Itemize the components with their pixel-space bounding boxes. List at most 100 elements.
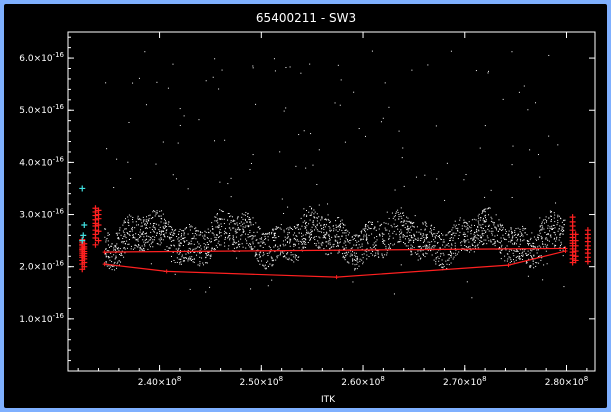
scatter-point: [486, 235, 488, 237]
scatter-point: [557, 219, 559, 221]
scatter-point: [261, 237, 263, 239]
scatter-point: [513, 243, 515, 245]
scatter-point: [473, 241, 475, 243]
scatter-point: [179, 263, 181, 265]
scatter-point: [422, 223, 424, 225]
scatter-point: [183, 260, 185, 262]
scatter-point: [321, 241, 323, 243]
scatter-point: [191, 259, 193, 261]
scatter-point: [137, 215, 139, 217]
scatter-point: [277, 255, 279, 257]
scatter-point: [392, 232, 394, 234]
scatter-point: [251, 235, 253, 237]
scatter-point: [253, 231, 255, 233]
scatter-point: [316, 217, 318, 219]
scatter-point: [509, 249, 511, 251]
scatter-point: [365, 239, 367, 241]
scatter-point: [423, 234, 425, 236]
scatter-point: [167, 87, 169, 89]
scatter-point: [310, 133, 312, 135]
scatter-point: [245, 225, 247, 227]
x-tick-label: 2.40×108: [138, 375, 182, 388]
scatter-point: [454, 226, 456, 228]
scatter-point: [172, 63, 174, 65]
scatter-point: [214, 220, 216, 222]
scatter-point: [259, 255, 261, 257]
scatter-point: [463, 179, 465, 181]
scatter-point: [124, 247, 126, 249]
scatter-point: [144, 224, 146, 226]
scatter-point: [141, 225, 143, 227]
scatter-point: [327, 254, 329, 256]
scatter-point: [117, 237, 119, 239]
scatter-point: [184, 240, 186, 242]
scatter-point: [223, 223, 225, 225]
scatter-point: [505, 249, 507, 251]
scatter-point: [153, 239, 155, 241]
scatter-point: [561, 226, 563, 228]
scatter-point: [204, 235, 206, 237]
scatter-point: [259, 228, 261, 230]
scatter-point: [173, 231, 175, 233]
scatter-point: [531, 232, 533, 234]
scatter-point: [312, 223, 314, 225]
scatter-point: [116, 232, 118, 234]
scatter-point: [198, 119, 200, 121]
scatter-point: [191, 238, 193, 240]
scatter-point: [450, 262, 452, 264]
scatter-point: [525, 262, 527, 264]
scatter-point: [260, 241, 262, 243]
scatter-point: [306, 232, 308, 234]
scatter-point: [215, 216, 217, 218]
scatter-point: [216, 220, 218, 222]
scatter-point: [309, 219, 311, 221]
scatter-point: [520, 234, 522, 236]
scatter-point: [338, 226, 340, 228]
scatter-point: [392, 217, 394, 219]
scatter-point: [157, 243, 159, 245]
scatter-point: [124, 235, 126, 237]
scatter-point: [337, 242, 339, 244]
scatter-point: [140, 225, 142, 227]
scatter-point: [303, 130, 305, 132]
scatter-point: [516, 249, 518, 251]
scatter-point: [475, 230, 477, 232]
scatter-point: [481, 233, 483, 235]
scatter-point: [515, 259, 517, 261]
scatter-point: [206, 253, 208, 255]
scatter-point: [511, 243, 513, 245]
scatter-point: [179, 251, 181, 253]
scatter-point: [531, 245, 533, 247]
scatter-point: [422, 253, 424, 255]
scatter-point: [288, 229, 290, 231]
scatter-point: [500, 240, 502, 242]
scatter-point: [474, 232, 476, 234]
scatter-point: [427, 64, 429, 66]
scatter-point: [313, 216, 315, 218]
scatter-point: [186, 240, 188, 242]
scatter-point: [286, 237, 288, 239]
scatter-point: [372, 254, 374, 256]
scatter-point: [387, 247, 389, 249]
scatter-point: [247, 216, 249, 218]
scatter-point: [457, 227, 459, 229]
scatter-point: [447, 242, 449, 244]
scatter-point: [210, 255, 212, 257]
scatter-point: [266, 261, 268, 263]
scatter-point: [550, 220, 552, 222]
scatter-point: [520, 258, 522, 260]
scatter-point: [208, 251, 210, 253]
scatter-point: [417, 253, 419, 255]
scatter-point: [494, 245, 496, 247]
scatter-point: [563, 286, 565, 288]
scatter-point: [197, 264, 199, 266]
scatter-point: [528, 240, 530, 242]
scatter-point: [512, 252, 514, 254]
scatter-point: [425, 224, 427, 226]
scatter-point: [248, 244, 250, 246]
scatter-point: [339, 225, 341, 227]
scatter-point: [212, 228, 214, 230]
scatter-point: [169, 226, 171, 228]
scatter-point: [429, 244, 431, 246]
scatter-point: [342, 256, 344, 258]
